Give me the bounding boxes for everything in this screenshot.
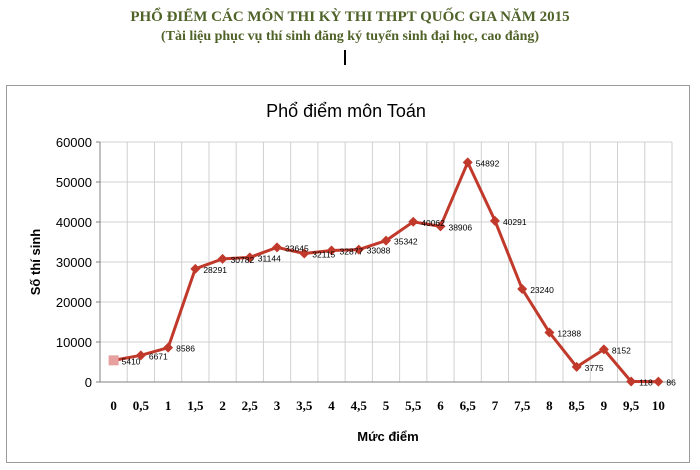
x-tick-label: 10 [652, 398, 665, 413]
data-point [190, 263, 201, 274]
x-tick-label: 6 [437, 398, 444, 413]
data-label: 33645 [285, 243, 309, 253]
data-point [462, 157, 473, 168]
data-label: 6671 [149, 351, 168, 361]
document-title: PHỔ ĐIỂM CÁC MÔN THI KỲ THI THPT QUỐC GI… [0, 8, 700, 46]
y-tick-label: 10000 [56, 335, 92, 350]
y-tick-label: 30000 [56, 255, 92, 270]
document-title-main: PHỔ ĐIỂM CÁC MÔN THI KỲ THI THPT QUỐC GI… [130, 9, 570, 25]
x-tick-label: 7,5 [514, 398, 531, 413]
x-tick-label: 9 [601, 398, 608, 413]
data-label: 35342 [394, 237, 418, 247]
data-point [326, 245, 337, 256]
chart-grid [99, 141, 673, 383]
x-tick-label: 8 [546, 398, 553, 413]
x-tick-label: 5 [383, 398, 390, 413]
x-tick-label: 1,5 [187, 398, 204, 413]
data-label: 28291 [203, 265, 227, 275]
series-math [108, 157, 664, 387]
y-tick-label: 20000 [56, 295, 92, 310]
data-point [544, 327, 555, 338]
data-point [272, 242, 283, 253]
chart-frame [6, 85, 690, 463]
x-tick-label: 4 [328, 398, 335, 413]
y-tick-label: 60000 [56, 135, 92, 150]
x-tick-label: 2,5 [242, 398, 259, 413]
x-tick-label: 6,5 [460, 398, 477, 413]
data-point [108, 355, 119, 366]
data-label: 32877 [340, 246, 364, 256]
data-point [489, 215, 500, 226]
data-point [408, 216, 419, 227]
data-point [299, 248, 310, 259]
data-label: 12388 [557, 328, 581, 338]
data-point [381, 235, 391, 246]
x-tick-label: 3,5 [296, 398, 313, 413]
document-subtitle: (Tài liệu phục vụ thí sinh đăng ký tuyển… [160, 29, 540, 44]
data-label: 86 [666, 378, 676, 388]
data-label: 40062 [421, 218, 445, 228]
x-tick-label: 0,5 [133, 398, 150, 413]
data-point [244, 252, 255, 263]
data-label: 38906 [448, 222, 472, 232]
x-tick-label: 5,5 [405, 398, 422, 413]
y-tick-label: 0 [85, 375, 92, 390]
y-axis-ticks: 0 10000 20000 30000 40000 50000 60000 [56, 135, 100, 390]
x-tick-label: 7 [492, 398, 499, 413]
x-tick-label: 0 [110, 398, 117, 413]
data-label: 3775 [585, 363, 604, 373]
data-label: 33088 [367, 246, 391, 256]
x-tick-label: 1 [165, 398, 172, 413]
x-axis-label: Mức điểm [357, 429, 418, 444]
data-point [598, 344, 609, 355]
data-point [435, 221, 446, 232]
x-tick-label: 3 [274, 398, 281, 413]
x-tick-label: 9,5 [623, 398, 640, 413]
data-label: 23240 [530, 285, 554, 295]
data-point [653, 376, 664, 387]
data-label: 118 [639, 378, 653, 388]
data-point [517, 284, 528, 295]
chart-title: Phổ điểm môn Toán [266, 101, 426, 121]
data-point [163, 342, 174, 353]
data-label: 8152 [612, 345, 631, 355]
x-tick-label: 8,5 [569, 398, 586, 413]
data-label: 31144 [258, 253, 281, 263]
data-point [571, 361, 582, 372]
data-point [135, 350, 146, 361]
data-label: 40291 [503, 217, 527, 227]
y-tick-label: 40000 [56, 215, 92, 230]
data-label: 30782 [231, 255, 255, 265]
data-label: 5410 [122, 356, 141, 366]
data-point [353, 244, 364, 255]
y-axis-label: Số thí sinh [28, 229, 43, 296]
data-label: 8586 [176, 344, 195, 354]
data-label: 54892 [476, 158, 500, 168]
y-tick-label: 50000 [56, 175, 92, 190]
data-point [217, 253, 228, 264]
x-axis-ticks: 0 0,5 1 1,5 2 2,5 3 3,5 4 4,5 5 5,5 6 6,5 7 7,5 8 8,5 9 9,5… [110, 398, 665, 413]
text-cursor [344, 50, 346, 65]
data-point [626, 376, 637, 387]
x-tick-label: 2 [219, 398, 226, 413]
x-tick-label: 4,5 [351, 398, 368, 413]
data-label: 32115 [312, 250, 335, 260]
